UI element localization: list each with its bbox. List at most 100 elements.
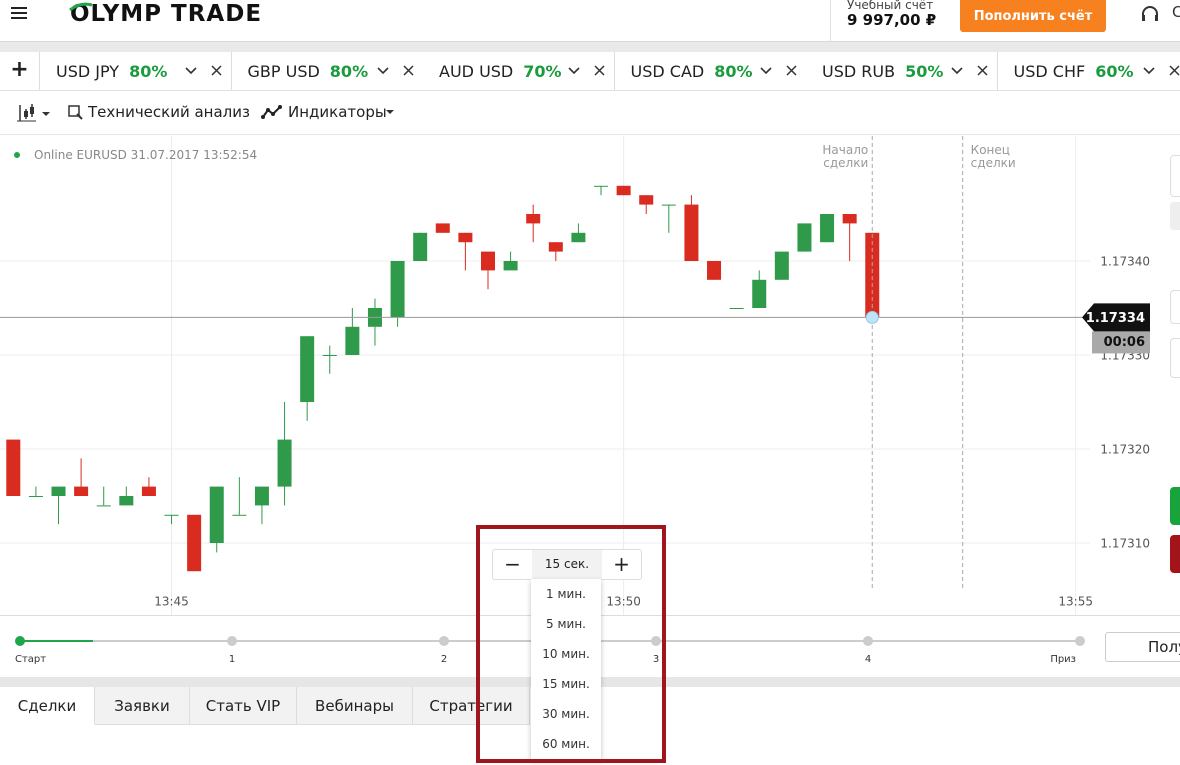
timeline-label: Приз <box>1050 654 1076 665</box>
asset-tab[interactable]: USD CAD 80% <box>614 52 807 90</box>
asset-name: USD CHF <box>1013 61 1086 81</box>
timeline-dot <box>1075 636 1085 646</box>
candle-body <box>548 242 563 252</box>
decrease-button[interactable]: − <box>504 552 521 576</box>
chevron-path <box>568 67 580 75</box>
down-button[interactable] <box>1170 535 1180 573</box>
add-tab[interactable]: + <box>0 52 40 90</box>
candle-body <box>51 486 66 496</box>
indicators-button[interactable]: Индикаторы <box>288 103 387 121</box>
asset-tab[interactable]: GBP USD 80% <box>231 52 424 90</box>
candle-body <box>300 336 315 402</box>
candle-body <box>141 486 156 496</box>
timer-box <box>1092 331 1150 354</box>
asset-payout: 50% <box>905 61 944 81</box>
asset-payout: 80% <box>129 61 168 81</box>
asset-name: USD JPY <box>56 61 120 81</box>
duration-option[interactable]: 60 мин. <box>542 737 590 751</box>
trade-start-label: Начало сделки <box>822 143 869 170</box>
candle-body <box>842 214 857 224</box>
close-path <box>977 65 988 76</box>
y-tick-label: 1.17320 <box>1100 443 1150 457</box>
close-icon <box>594 65 605 76</box>
status: Online EURUSD 31.07.2017 13:52:54 <box>14 148 257 162</box>
asset-name: USD CAD <box>630 61 705 81</box>
timeline-label: 1 <box>228 654 236 665</box>
asset-name: GBP USD <box>247 61 320 81</box>
duration-option[interactable]: 5 мин. <box>546 617 586 631</box>
candle-body <box>639 195 654 205</box>
increase-button[interactable]: + <box>613 552 630 576</box>
bottom-tab[interactable]: Вебинары <box>297 687 413 725</box>
account-label: Учебный счёт <box>847 0 934 12</box>
highlight-frame <box>476 525 666 763</box>
candle-body <box>232 514 247 516</box>
support-icon[interactable] <box>1140 5 1160 25</box>
timeline-dot <box>227 636 237 646</box>
candle-body <box>661 204 676 206</box>
candle-body <box>28 496 43 497</box>
toolbar: Технический анализ Индикаторы <box>0 91 1180 135</box>
deposit-button[interactable]: Пополнить счёт <box>960 0 1106 32</box>
chart-type-icon[interactable] <box>16 103 52 123</box>
timeline-progress <box>20 640 93 642</box>
close-path <box>594 65 605 76</box>
side-button[interactable] <box>1170 338 1180 378</box>
candle-body <box>322 355 337 356</box>
duration-option[interactable]: 10 мин. <box>542 647 590 661</box>
support-text: С <box>1172 3 1180 21</box>
chevron <box>568 67 580 75</box>
chevron-path <box>1142 67 1155 75</box>
candle-body <box>435 223 450 233</box>
x-tick-label: 13:55 <box>1058 595 1093 609</box>
bottom-tab[interactable]: Заявки <box>95 687 190 725</box>
timeline-label: Старт <box>15 654 47 665</box>
candle-body <box>277 439 292 487</box>
candle-body <box>187 514 202 572</box>
logo[interactable]: OLYMP TRADE <box>70 1 263 27</box>
asset-tab[interactable]: USD RUB 50% <box>806 52 998 90</box>
bonus-button[interactable]: Полу <box>1105 632 1180 662</box>
timeline-dot <box>439 636 449 646</box>
chevron-path <box>951 67 963 75</box>
header: OLYMP TRADE Учебный счёт 9 997,00 ₽ Попо… <box>0 0 1180 42</box>
candle-body <box>820 214 835 243</box>
close-icon <box>211 65 222 76</box>
bottom-tab[interactable]: Стать VIP <box>190 687 297 725</box>
selected-duration[interactable]: 15 сек. <box>532 550 602 579</box>
close-icon <box>977 65 988 76</box>
up-button[interactable] <box>1170 487 1180 525</box>
menu-icon[interactable] <box>11 7 27 19</box>
bottom-tab[interactable]: Стратегии <box>413 687 530 725</box>
chevron <box>1142 67 1155 75</box>
timeline-label: 4 <box>864 654 872 665</box>
asset-tab[interactable]: USD CHF 60% <box>997 52 1180 90</box>
side-button[interactable] <box>1170 155 1180 197</box>
close-path <box>211 65 222 76</box>
bottom-tab[interactable]: Сделки <box>0 687 95 725</box>
chevron-path <box>185 67 197 75</box>
duration-options: 1 мин. 5 мин. 10 мин. 15 мин. 30 мин. 60 мин. <box>531 579 601 759</box>
price-tag-label: 1.17334 <box>1086 311 1145 326</box>
candles <box>6 185 880 572</box>
analysis-button[interactable]: Технический анализ <box>88 103 250 121</box>
duration-option[interactable]: 15 мин. <box>542 677 590 691</box>
side-button[interactable] <box>1170 290 1180 324</box>
asset-payout: 60% <box>1095 61 1134 81</box>
chevron-path <box>759 67 772 75</box>
asset-payout: 70% <box>523 61 562 81</box>
online-dot <box>14 152 20 158</box>
y-tick-label: 1.17310 <box>1100 537 1150 551</box>
duration-option[interactable]: 30 мин. <box>542 707 590 721</box>
close-icon <box>1168 65 1180 76</box>
asset-tab[interactable]: USD JPY 80% <box>40 52 232 90</box>
candle-body <box>345 326 360 355</box>
duration-option[interactable]: 1 мин. <box>546 587 586 601</box>
candle-body <box>526 214 541 224</box>
candle-body <box>503 261 518 271</box>
side-button[interactable] <box>1170 202 1180 230</box>
asset-tab[interactable]: AUD USD 70% <box>423 52 615 90</box>
balance: 9 997,00 ₽ <box>847 11 937 29</box>
